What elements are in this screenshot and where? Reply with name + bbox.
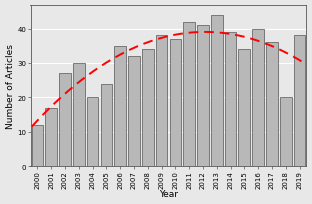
Bar bbox=[169, 40, 181, 166]
Bar bbox=[45, 108, 57, 166]
Bar bbox=[142, 50, 154, 166]
Bar bbox=[183, 23, 195, 166]
Bar bbox=[32, 125, 43, 166]
Bar bbox=[252, 29, 264, 166]
Bar bbox=[114, 47, 126, 166]
Bar bbox=[156, 36, 168, 166]
Bar bbox=[225, 33, 236, 166]
Bar bbox=[59, 74, 71, 166]
Bar bbox=[100, 84, 112, 166]
X-axis label: Year: Year bbox=[159, 190, 178, 198]
Bar bbox=[211, 16, 223, 166]
Bar bbox=[238, 50, 250, 166]
Bar bbox=[197, 26, 209, 166]
Bar bbox=[87, 98, 99, 166]
Bar bbox=[73, 64, 85, 166]
Bar bbox=[128, 57, 140, 166]
Bar bbox=[266, 43, 278, 166]
Bar bbox=[294, 36, 305, 166]
Y-axis label: Number of Articles: Number of Articles bbox=[6, 44, 15, 128]
Bar bbox=[280, 98, 292, 166]
